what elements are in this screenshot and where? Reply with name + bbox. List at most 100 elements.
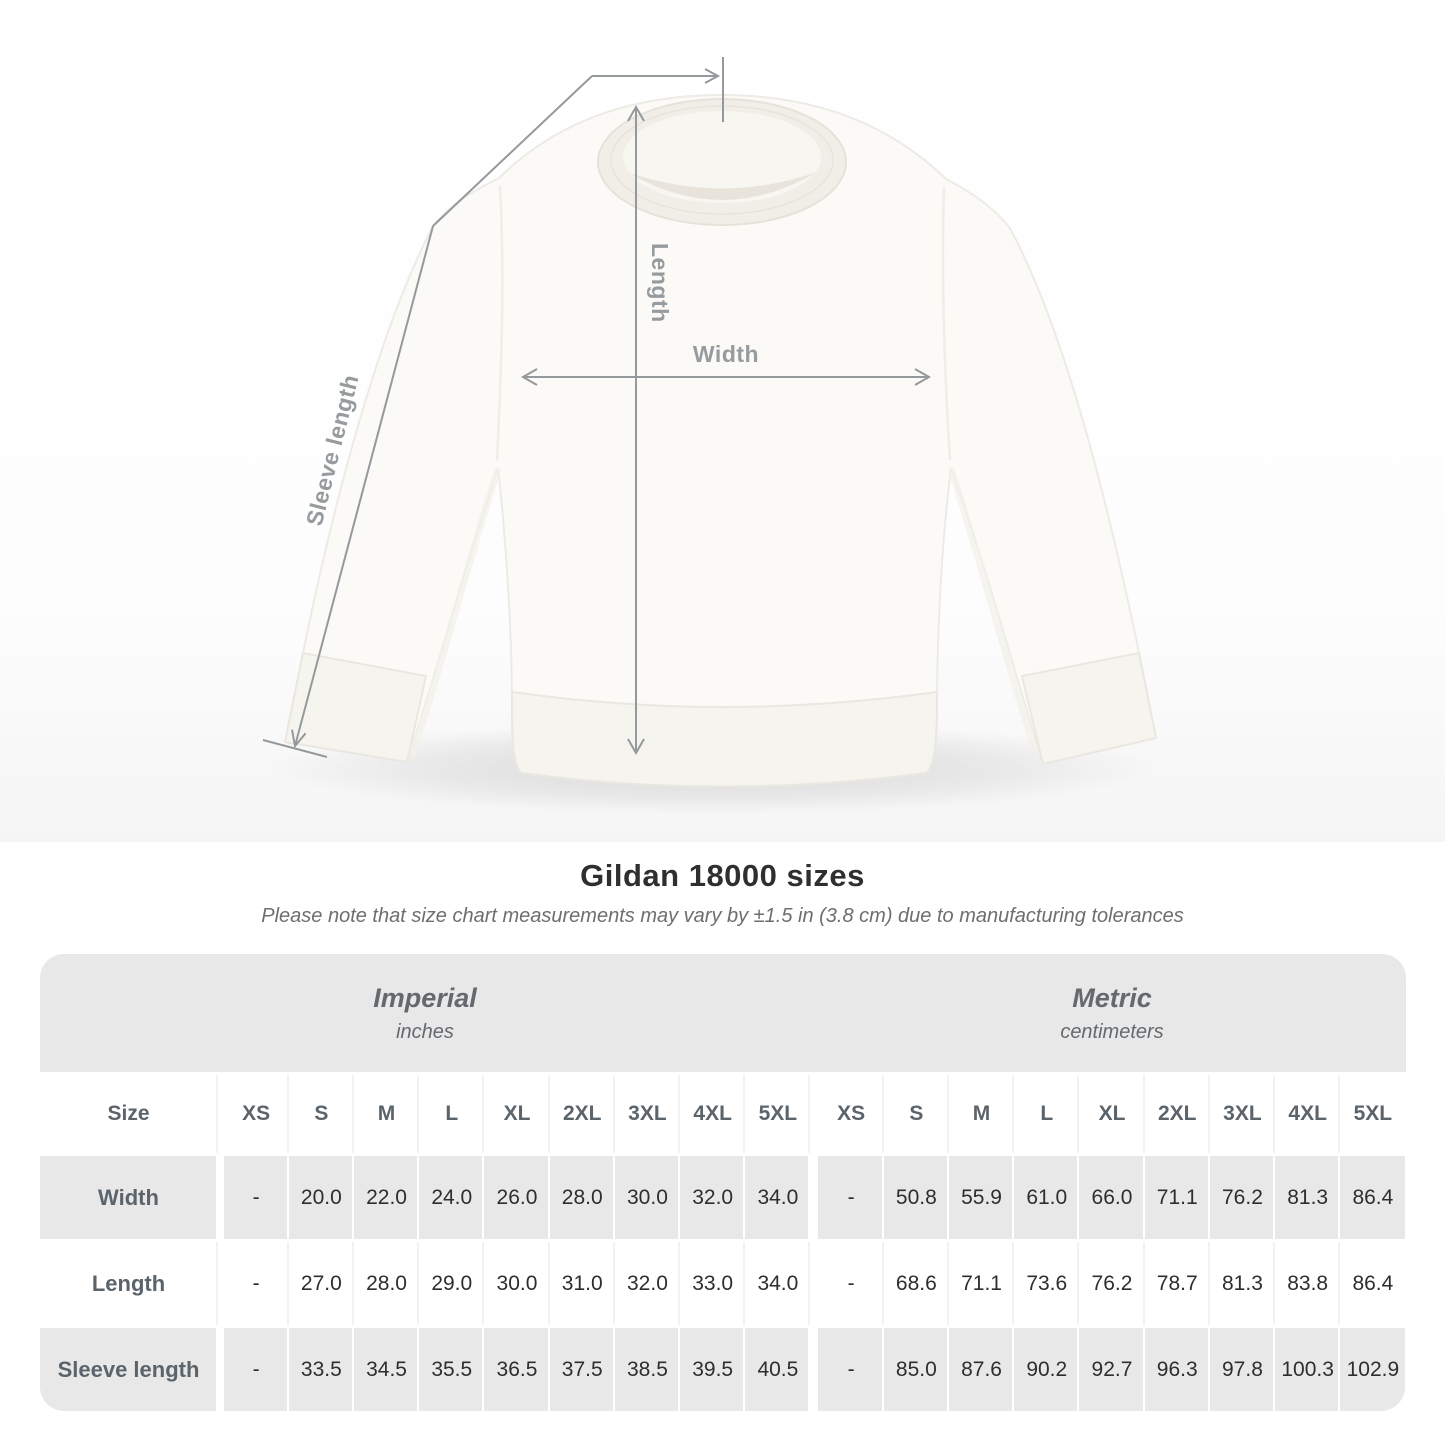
data-cell: 73.6 xyxy=(1014,1242,1080,1325)
data-cell: 102.9 xyxy=(1340,1328,1406,1411)
table-row-sleeve-length: Sleeve length - 33.5 34.5 35.5 36.5 37.5… xyxy=(39,1328,1406,1411)
unit-divider xyxy=(810,1242,818,1325)
imperial-group-header: Imperial inches xyxy=(40,954,811,1072)
size-header-cell: XS xyxy=(818,1075,884,1153)
data-cell: 30.0 xyxy=(484,1242,550,1325)
row-label: Length xyxy=(39,1242,218,1325)
right-sleeve-seam xyxy=(941,186,952,461)
data-cell: 87.6 xyxy=(948,1328,1015,1411)
data-cell: 71.1 xyxy=(948,1242,1015,1325)
data-cell: 81.3 xyxy=(1275,1156,1341,1239)
data-cell: 32.0 xyxy=(680,1156,746,1239)
size-header-row: Size XS S M L XL 2XL 3XL 4XL 5XL XS S M … xyxy=(39,1075,1406,1153)
data-cell: 34.5 xyxy=(353,1328,420,1411)
hem-band xyxy=(511,690,938,788)
size-header-cell: 4XL xyxy=(1275,1075,1341,1153)
data-cell: 32.0 xyxy=(614,1242,681,1325)
data-cell: 96.3 xyxy=(1144,1328,1210,1411)
row-label: Sleeve length xyxy=(39,1328,218,1411)
data-cell: 35.5 xyxy=(419,1328,485,1411)
length-arrow-down xyxy=(627,738,645,756)
size-header-cell: S xyxy=(288,1075,354,1153)
data-cell: 81.3 xyxy=(1209,1242,1276,1325)
tolerance-note: Please note that size chart measurements… xyxy=(261,905,1184,927)
data-cell: 85.0 xyxy=(883,1328,949,1411)
size-header-cell: 3XL xyxy=(614,1075,681,1153)
data-cell: 34.0 xyxy=(745,1156,811,1239)
neck-opening xyxy=(623,111,821,203)
metric-unit: centimeters xyxy=(1060,1020,1164,1043)
data-cell: 86.4 xyxy=(1340,1156,1406,1239)
table-row-length: Length - 27.0 28.0 29.0 30.0 31.0 32.0 3… xyxy=(39,1242,1406,1325)
data-cell: - xyxy=(223,1328,289,1411)
width-arrow-right xyxy=(914,368,932,386)
data-cell: 90.2 xyxy=(1014,1328,1080,1411)
size-header-cell: 3XL xyxy=(1209,1075,1276,1153)
left-sleeve-seam xyxy=(495,185,504,461)
size-header-cell: S xyxy=(883,1075,949,1153)
data-cell: 71.1 xyxy=(1144,1156,1210,1239)
data-cell: 29.0 xyxy=(419,1242,485,1325)
data-cell: 76.2 xyxy=(1209,1156,1276,1239)
data-cell: 30.0 xyxy=(614,1156,681,1239)
metric-group-header: Metric centimeters xyxy=(819,954,1406,1072)
data-cell: 97.8 xyxy=(1209,1328,1276,1411)
size-header-cell: L xyxy=(419,1075,485,1153)
data-cell: 66.0 xyxy=(1079,1156,1145,1239)
size-header-cell: XL xyxy=(1079,1075,1145,1153)
data-cell: 36.5 xyxy=(484,1328,550,1411)
width-label: Width xyxy=(693,341,759,367)
data-cell: 38.5 xyxy=(614,1328,681,1411)
unit-divider xyxy=(810,1328,818,1411)
table-row-width: Width - 20.0 22.0 24.0 26.0 28.0 30.0 32… xyxy=(39,1156,1406,1239)
size-header-cell: 5XL xyxy=(1340,1075,1406,1153)
data-cell: 34.0 xyxy=(745,1242,811,1325)
data-cell: - xyxy=(818,1156,884,1239)
imperial-label: Imperial xyxy=(373,982,477,1013)
size-header-cell: 4XL xyxy=(680,1075,746,1153)
imperial-unit: inches xyxy=(396,1020,454,1043)
row-label: Width xyxy=(39,1156,218,1239)
data-cell: 83.8 xyxy=(1275,1242,1341,1325)
size-header-cell: 2XL xyxy=(549,1075,615,1153)
garment-illustration: Length Width Sleeve length xyxy=(0,0,1445,842)
data-cell: 27.0 xyxy=(288,1242,354,1325)
shoulder-pointer-arrow xyxy=(704,68,721,84)
data-cell: 33.0 xyxy=(680,1242,746,1325)
right-sleeve-shade xyxy=(947,467,1041,758)
unit-group-header-row: Imperial inches Metric centimeters xyxy=(39,954,1406,1072)
data-cell: 92.7 xyxy=(1079,1328,1145,1411)
data-cell: 78.7 xyxy=(1144,1242,1210,1325)
length-label: Length xyxy=(647,243,673,323)
data-cell: - xyxy=(818,1328,884,1411)
right-cuff xyxy=(1021,652,1157,765)
size-chart-table: Imperial inches Metric centimeters Size … xyxy=(39,954,1406,1411)
page-title: Gildan 18000 sizes xyxy=(580,858,865,893)
size-header-cell: 5XL xyxy=(745,1075,811,1153)
data-cell: 40.5 xyxy=(745,1328,811,1411)
data-cell: - xyxy=(223,1156,289,1239)
unit-divider xyxy=(810,1075,818,1153)
data-cell: 100.3 xyxy=(1275,1328,1341,1411)
data-cell: 86.4 xyxy=(1340,1242,1406,1325)
metric-label: Metric xyxy=(1072,982,1152,1013)
sleeve-arrow xyxy=(291,729,307,749)
sleeve-line-upper xyxy=(432,75,593,227)
data-cell: 24.0 xyxy=(419,1156,485,1239)
data-cell: 76.2 xyxy=(1079,1242,1145,1325)
size-header-cell: L xyxy=(1014,1075,1080,1153)
data-cell: 20.0 xyxy=(288,1156,354,1239)
sleeve-end-tick xyxy=(262,739,328,758)
unit-divider xyxy=(810,1156,818,1239)
measurement-annotations xyxy=(262,57,932,758)
data-cell: 31.0 xyxy=(549,1242,615,1325)
data-cell: 55.9 xyxy=(948,1156,1015,1239)
length-arrow-up xyxy=(627,104,645,122)
size-header-cell: 2XL xyxy=(1144,1075,1210,1153)
data-cell: 68.6 xyxy=(883,1242,949,1325)
size-header-cell: XL xyxy=(484,1075,550,1153)
size-header-cell: M xyxy=(948,1075,1015,1153)
left-cuff xyxy=(284,652,427,763)
data-cell: - xyxy=(223,1242,289,1325)
size-header-cell: M xyxy=(353,1075,420,1153)
